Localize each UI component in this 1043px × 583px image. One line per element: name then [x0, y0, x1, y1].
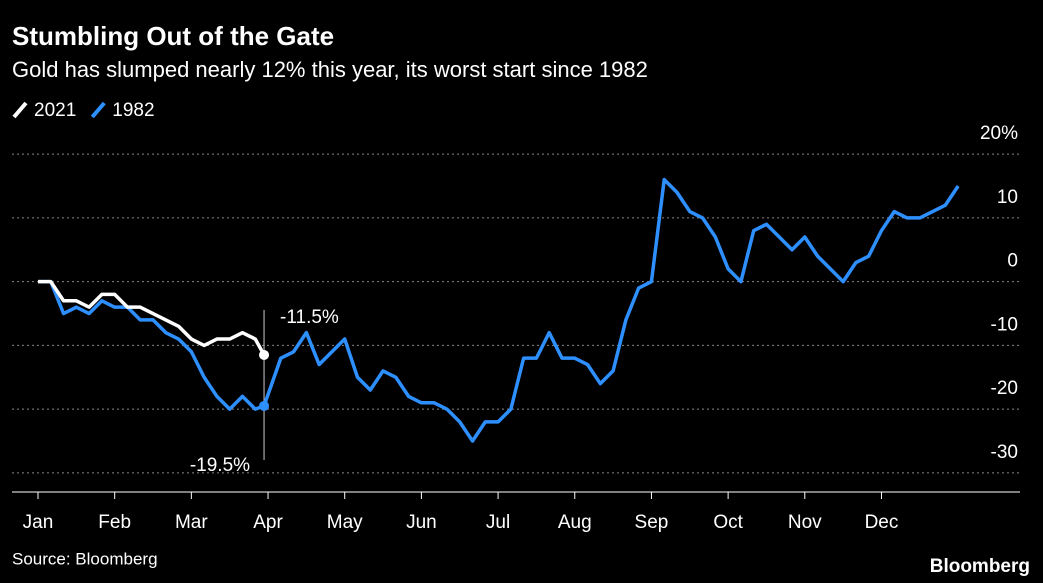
brand: Bloomberg	[930, 556, 1030, 577]
end-point	[259, 349, 270, 360]
x-tick-label: Feb	[98, 512, 131, 533]
y-tick-label: -30	[991, 442, 1018, 463]
legend-swatch	[90, 101, 106, 119]
series-line	[38, 177, 960, 443]
x-tick-label: Jan	[23, 512, 54, 533]
x-tick-label: Oct	[713, 512, 743, 533]
y-tick-label: 20%	[980, 123, 1018, 144]
legend-label: 2021	[34, 100, 76, 121]
y-tick-label: -10	[991, 314, 1018, 335]
source: Source: Bloomberg	[12, 549, 158, 568]
annotation: -11.5%	[280, 307, 339, 328]
x-tick-label: Jul	[486, 512, 510, 533]
x-tick-label: Sep	[635, 512, 669, 533]
annotation: -19.5%	[190, 455, 250, 476]
x-tick-label: Mar	[175, 512, 208, 533]
end-point	[259, 400, 270, 411]
chart-title: Stumbling Out of the Gate	[12, 21, 334, 51]
x-tick-label: Aug	[558, 512, 592, 533]
legend-swatch	[12, 101, 28, 119]
y-tick-label: -20	[991, 378, 1018, 399]
x-tick-label: Jun	[406, 512, 437, 533]
y-tick-label: 10	[997, 187, 1018, 208]
x-tick-label: Apr	[253, 512, 283, 533]
y-tick-label: 0	[1007, 251, 1018, 272]
series-line	[38, 279, 266, 356]
x-tick-label: Nov	[788, 512, 822, 533]
x-tick-label: May	[327, 512, 363, 533]
x-tick-label: Dec	[865, 512, 899, 533]
legend-label: 1982	[112, 100, 154, 121]
chart-subtitle: Gold has slumped nearly 12% this year, i…	[12, 57, 648, 82]
